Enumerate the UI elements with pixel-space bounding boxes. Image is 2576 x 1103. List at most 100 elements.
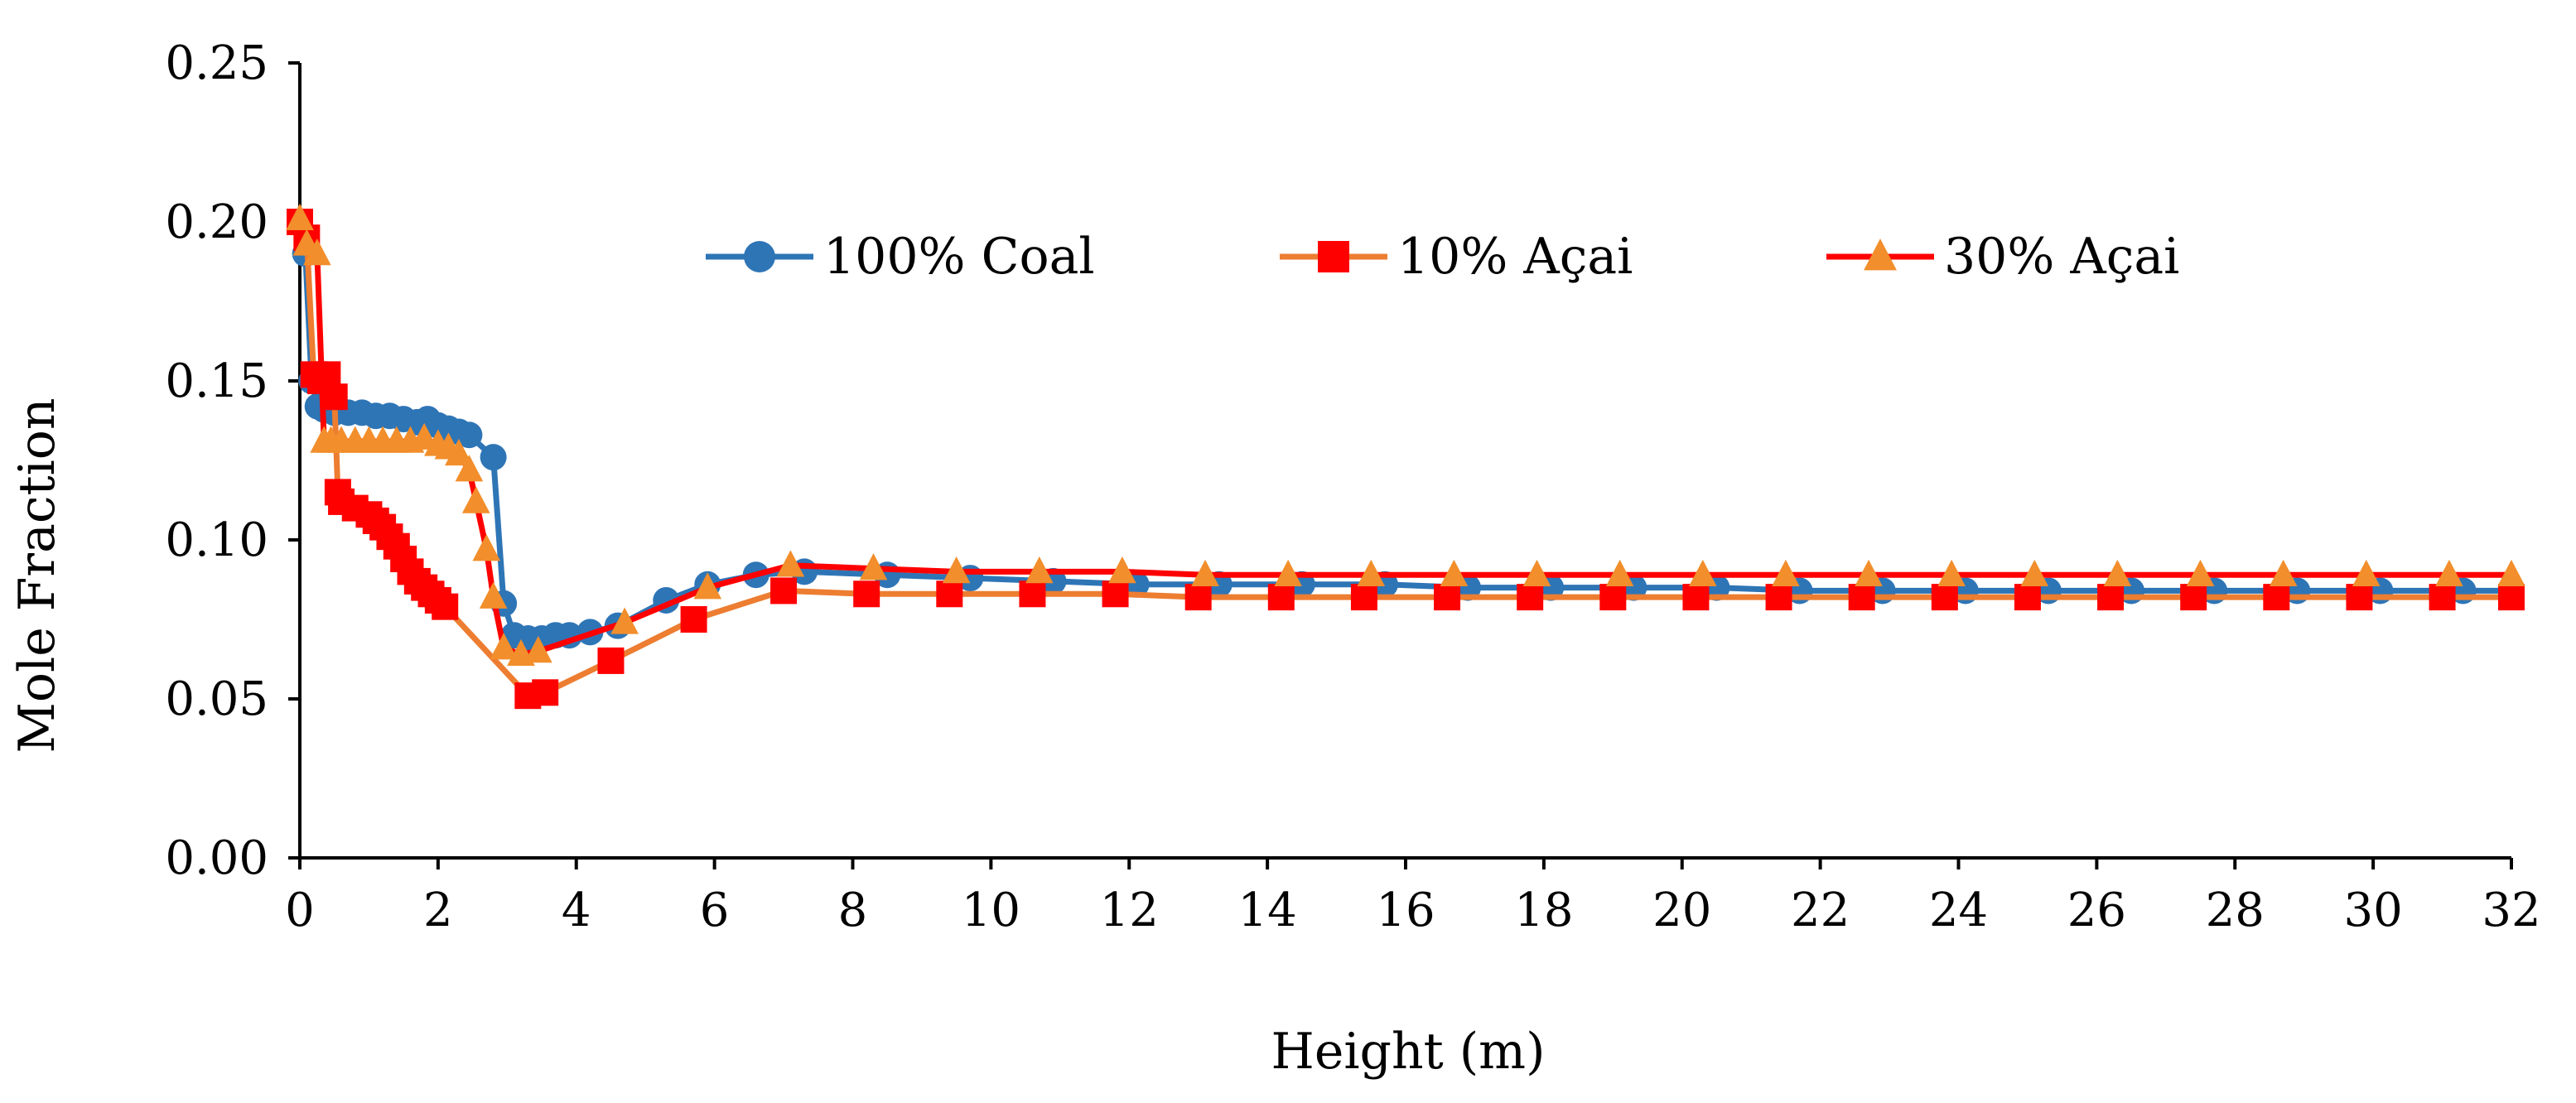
x-tick-label: 6 <box>700 884 730 937</box>
x-axis-title: Height (m) <box>1271 1023 1546 1081</box>
y-tick-label: 0.10 <box>165 513 268 567</box>
data-point <box>1855 559 1883 587</box>
y-tick-label: 0.00 <box>165 831 268 885</box>
legend-marker <box>1864 238 1897 271</box>
data-point <box>2429 584 2456 611</box>
data-point <box>942 556 971 584</box>
data-point <box>2097 584 2125 611</box>
x-tick-label: 22 <box>1791 884 1850 937</box>
data-point <box>532 679 559 706</box>
data-point <box>1522 559 1551 587</box>
data-point <box>1517 584 1544 611</box>
x-tick-label: 28 <box>2206 884 2265 937</box>
data-point <box>2346 584 2373 611</box>
y-tick-label: 0.25 <box>165 36 268 90</box>
legend-marker <box>744 241 775 272</box>
series-group <box>286 203 2525 710</box>
x-tick-label: 14 <box>1237 884 1296 937</box>
x-tick-label: 24 <box>1929 884 1988 937</box>
data-point <box>1019 580 1046 608</box>
data-point <box>1931 584 1958 611</box>
data-point <box>1191 559 1219 587</box>
data-point <box>461 486 490 513</box>
data-point <box>2186 559 2215 587</box>
data-point <box>445 438 473 466</box>
data-point <box>1848 584 1875 611</box>
x-tick-label: 2 <box>423 884 453 937</box>
data-point <box>680 606 707 633</box>
legend-label: 30% Açai <box>1944 228 2179 286</box>
x-tick-label: 20 <box>1652 884 1711 937</box>
data-point <box>1357 559 1386 587</box>
data-point <box>1108 556 1136 584</box>
data-point <box>2014 584 2041 611</box>
data-point <box>1350 584 1377 611</box>
data-point <box>2498 584 2525 611</box>
data-point <box>456 421 483 449</box>
data-point <box>1765 584 1792 611</box>
x-tick-label: 8 <box>838 884 868 937</box>
data-point <box>1440 559 1469 587</box>
legend-marker <box>1318 241 1349 272</box>
data-point <box>1434 584 1461 611</box>
data-point <box>1682 584 1710 611</box>
legend-label: 10% Açai <box>1397 228 1633 286</box>
x-tick-label: 16 <box>1376 884 1435 937</box>
y-axis-title: Mole Fraction <box>8 397 66 753</box>
legend-item-3: 30% Açai <box>1826 228 2179 286</box>
data-point <box>1274 559 1302 587</box>
data-point <box>472 534 501 561</box>
data-point <box>2263 584 2290 611</box>
data-point <box>853 580 880 608</box>
y-tick-label: 0.20 <box>165 195 268 249</box>
data-point <box>2020 559 2049 587</box>
x-tick-label: 12 <box>1100 884 1159 937</box>
data-point <box>490 633 518 660</box>
y-tick-label: 0.05 <box>165 672 268 726</box>
data-point <box>1184 584 1212 611</box>
data-point <box>1599 584 1627 611</box>
data-point <box>2103 559 2132 587</box>
data-point <box>776 550 805 577</box>
data-point <box>480 444 507 471</box>
data-point <box>1025 556 1054 584</box>
legend-item-1: 100% Coal <box>706 228 1095 286</box>
data-point <box>859 553 888 580</box>
data-point <box>770 577 798 604</box>
data-point <box>1772 559 1800 587</box>
series-2 <box>287 209 2525 710</box>
data-point <box>597 647 625 674</box>
x-tick-label: 32 <box>2482 884 2540 937</box>
data-point <box>2352 559 2381 587</box>
data-point <box>524 636 552 663</box>
x-tick-label: 4 <box>562 884 591 937</box>
data-point <box>1267 584 1295 611</box>
data-point <box>2497 559 2525 587</box>
x-tick-label: 30 <box>2343 884 2402 937</box>
data-point <box>2180 584 2207 611</box>
data-point <box>610 607 639 634</box>
data-point <box>936 580 963 608</box>
data-point <box>2269 559 2298 587</box>
x-tick-label: 10 <box>962 884 1020 937</box>
data-point <box>693 572 722 600</box>
axes: 0.000.050.100.150.200.250 2 4 6 8 10 12 14 16 18 2… <box>165 36 2540 937</box>
legend: 100% Coal 10% Açai 30% Açai <box>706 228 2179 286</box>
data-point <box>303 238 331 266</box>
x-tick-label: 26 <box>2067 884 2126 937</box>
data-point <box>286 203 314 230</box>
data-point <box>479 581 508 609</box>
series-3 <box>286 203 2525 667</box>
data-point <box>1937 559 1966 587</box>
data-point <box>1605 559 1634 587</box>
data-point <box>432 593 459 620</box>
data-point <box>455 455 484 482</box>
x-tick-label: 18 <box>1514 884 1573 937</box>
data-point <box>2435 559 2463 587</box>
data-point <box>1688 559 1717 587</box>
y-tick-label: 0.15 <box>165 354 268 408</box>
data-point <box>1102 580 1129 608</box>
legend-item-2: 10% Açai <box>1280 228 1633 286</box>
legend-label: 100% Coal <box>823 228 1095 286</box>
